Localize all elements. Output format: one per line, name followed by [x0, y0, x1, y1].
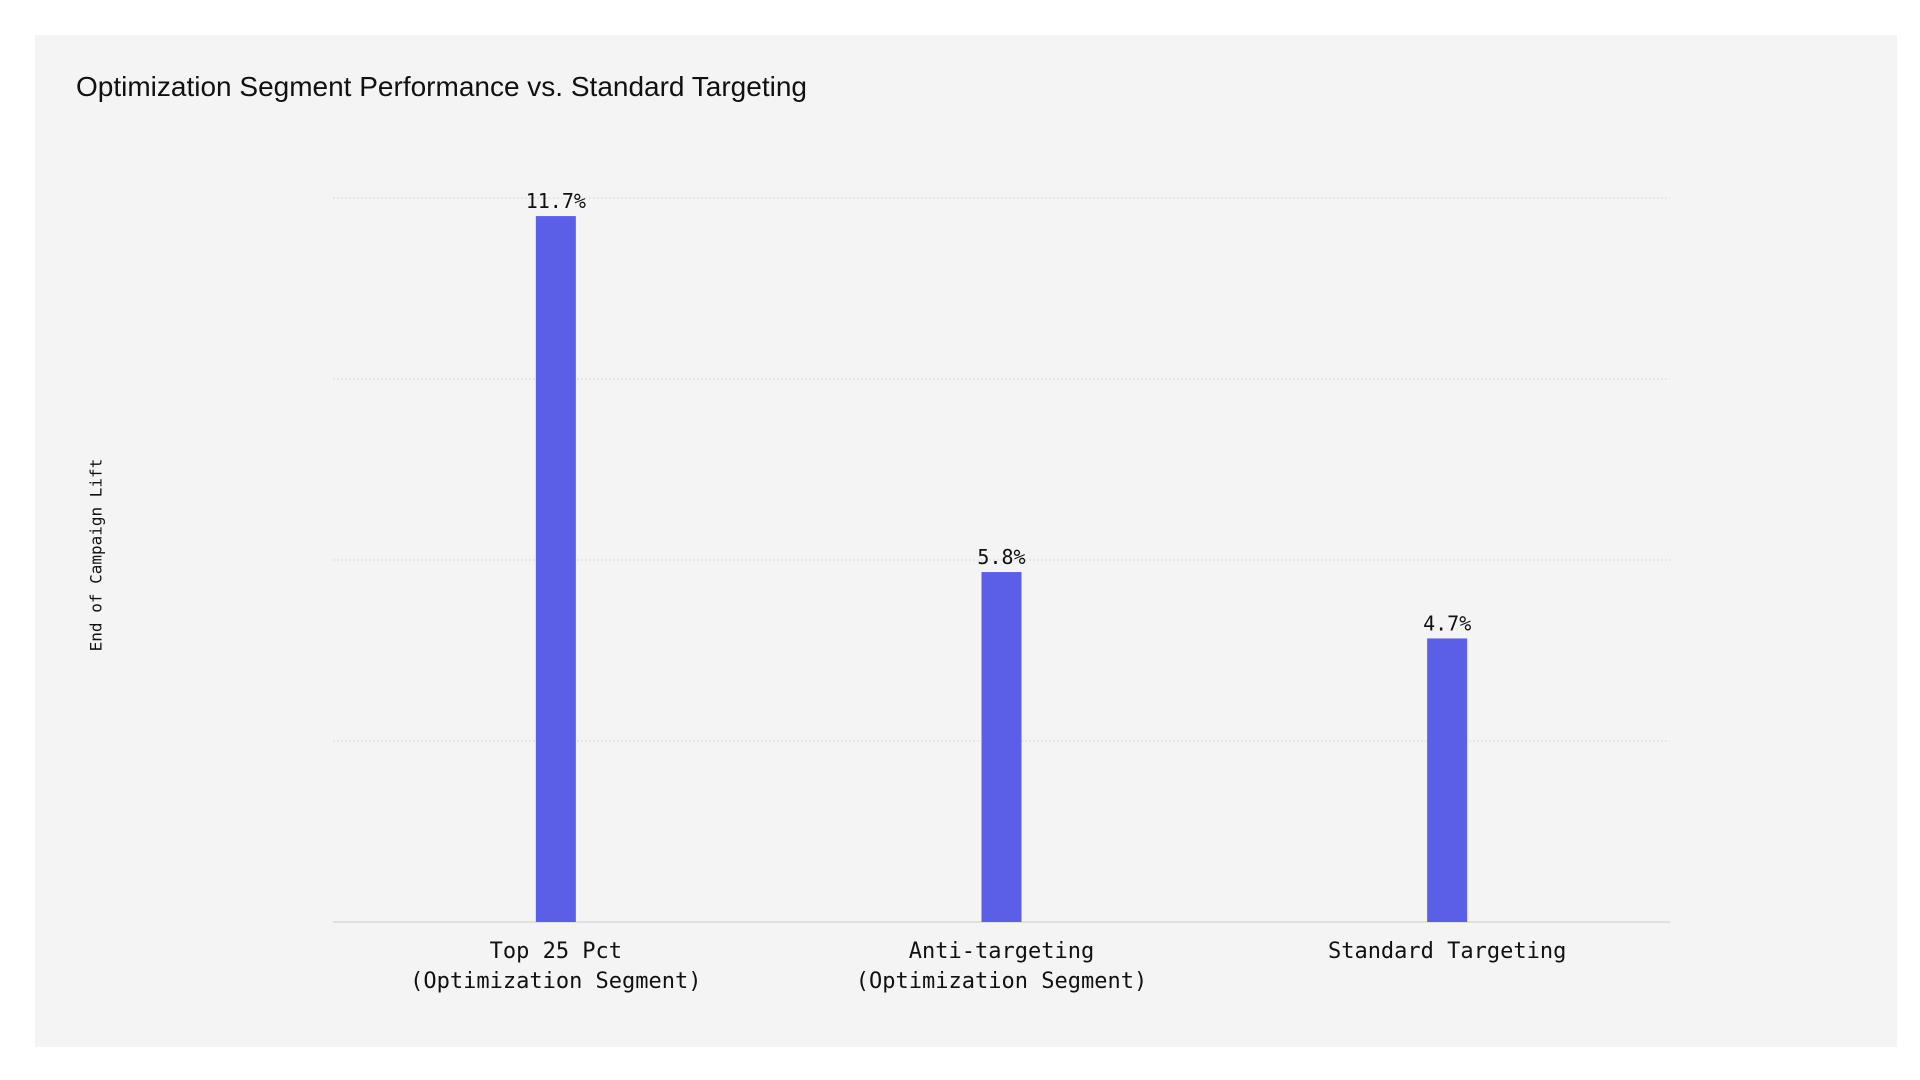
- chart-card: Optimization Segment Performance vs. Sta…: [35, 35, 1897, 1047]
- x-tick-label: Anti-targeting: [909, 939, 1094, 964]
- x-tick-label: (Optimization Segment): [410, 969, 701, 994]
- bars: [535, 216, 1468, 923]
- bar: [981, 572, 1022, 922]
- x-tick-label: (Optimization Segment): [856, 969, 1147, 994]
- y-axis-label: End of Campaign Lift: [87, 459, 106, 652]
- bar-value-label: 4.7%: [1423, 611, 1471, 635]
- x-tick-labels: Top 25 Pct (Optimization Segment) Anti-tar…: [410, 939, 1566, 994]
- bar-value-label: 5.8%: [977, 545, 1025, 569]
- value-labels: 11.7% 5.8% 4.7%: [526, 189, 1472, 635]
- x-tick-label: Top 25 Pct: [490, 939, 622, 964]
- x-tick-label: Standard Targeting: [1328, 939, 1566, 964]
- bar-value-label: 11.7%: [526, 189, 586, 213]
- bar: [1427, 638, 1468, 922]
- chart-svg: 11.7% 5.8% 4.7% Top 25 Pct (Optimization Se…: [87, 189, 1670, 994]
- bar: [535, 216, 576, 923]
- chart-title: Optimization Segment Performance vs. Sta…: [76, 71, 807, 102]
